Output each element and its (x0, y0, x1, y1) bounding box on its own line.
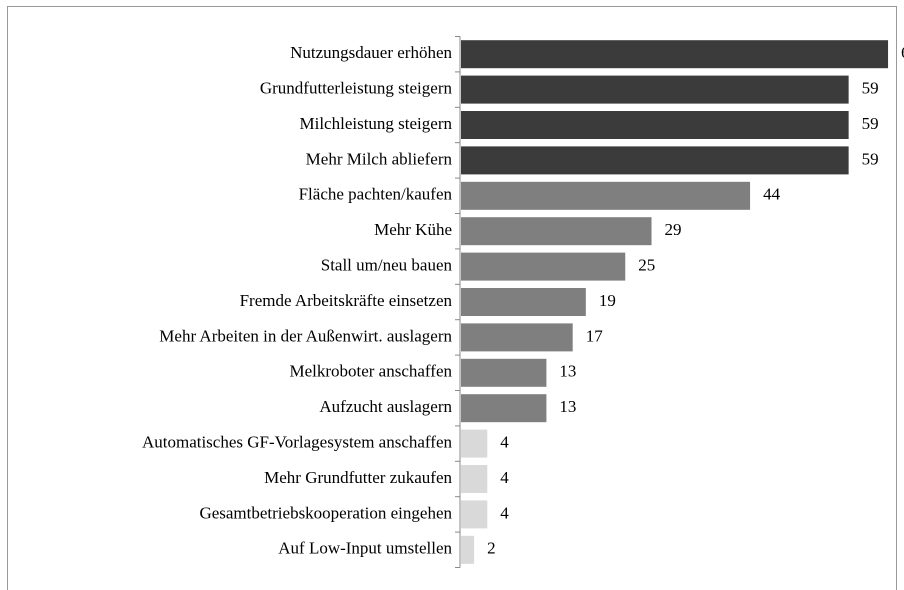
value-label: 59 (862, 114, 879, 133)
bar (461, 394, 547, 423)
bar (461, 75, 849, 104)
bar (461, 181, 751, 210)
category-label: Fläche pachten/kaufen (299, 185, 453, 204)
value-label: 17 (586, 326, 604, 345)
category-label: Grundfutterleistung steigern (260, 79, 453, 98)
value-label: 65 (901, 43, 904, 62)
bar (461, 465, 488, 493)
value-label: 4 (500, 503, 509, 522)
category-label: Auf Low-Input umstellen (278, 539, 452, 558)
bar (461, 40, 889, 69)
value-label: 59 (862, 79, 879, 98)
chart-frame (7, 6, 897, 590)
value-label: 59 (862, 149, 879, 168)
category-label: Milchleistung steigern (299, 114, 452, 133)
bar (461, 217, 652, 246)
bar (461, 323, 573, 352)
category-label: Automatisches GF-Vorlagesystem anschaffe… (142, 433, 453, 452)
value-label: 19 (599, 291, 616, 310)
value-label: 2 (487, 539, 496, 558)
bar (461, 146, 849, 175)
bar (461, 288, 586, 316)
bar (461, 358, 547, 387)
bar (461, 500, 488, 529)
bar (461, 252, 626, 281)
category-label: Melkroboter anschaffen (289, 362, 452, 381)
bar (461, 429, 488, 458)
category-label: Gesamtbetriebskooperation eingehen (199, 503, 452, 522)
category-label: Stall um/neu bauen (321, 256, 453, 275)
bar (461, 111, 849, 139)
category-label: Nutzungsdauer erhöhen (290, 43, 452, 62)
category-label: Mehr Milch abliefern (306, 149, 453, 168)
value-label: 13 (559, 397, 576, 416)
category-label: Fremde Arbeitskräfte einsetzen (240, 291, 453, 310)
value-label: 4 (500, 468, 509, 487)
category-label: Mehr Grundfutter zukaufen (264, 468, 452, 487)
value-label: 4 (500, 433, 509, 452)
bar (461, 535, 475, 564)
category-label: Aufzucht auslagern (319, 397, 452, 416)
value-label: 44 (763, 185, 781, 204)
value-label: 29 (665, 220, 682, 239)
value-label: 13 (559, 362, 576, 381)
category-label: Mehr Arbeiten in der Außenwirt. auslager… (159, 326, 452, 345)
category-label: Mehr Kühe (374, 220, 452, 239)
value-label: 25 (638, 256, 655, 275)
